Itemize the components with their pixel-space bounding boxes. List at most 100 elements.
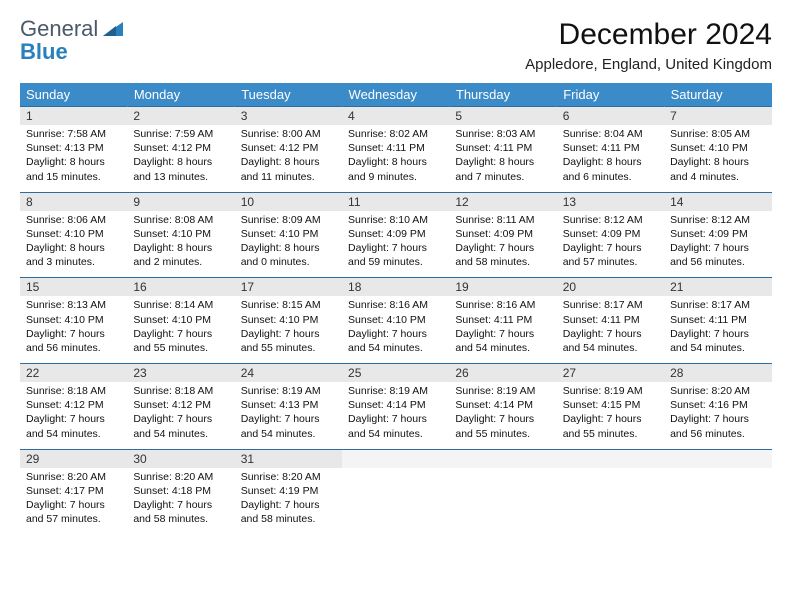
sunset-text: Sunset: 4:19 PM (241, 484, 336, 498)
day-detail-cell: Sunrise: 8:00 AMSunset: 4:12 PMDaylight:… (235, 125, 342, 192)
day-detail-cell: Sunrise: 8:12 AMSunset: 4:09 PMDaylight:… (557, 211, 664, 278)
sunset-text: Sunset: 4:10 PM (348, 313, 443, 327)
brand-word-2: Blue (20, 39, 68, 64)
day-detail-cell: Sunrise: 8:10 AMSunset: 4:09 PMDaylight:… (342, 211, 449, 278)
sunrise-text: Sunrise: 8:09 AM (241, 213, 336, 227)
daylight-text-1: Daylight: 7 hours (241, 327, 336, 341)
brand-logo: General Blue (20, 18, 123, 64)
day-detail-cell: Sunrise: 8:12 AMSunset: 4:09 PMDaylight:… (664, 211, 771, 278)
brand-word-1: General (20, 16, 98, 41)
day-number-cell: 25 (342, 364, 449, 383)
day-number-cell: 22 (20, 364, 127, 383)
daylight-text-2: and 56 minutes. (670, 255, 765, 269)
daylight-text-2: and 11 minutes. (241, 170, 336, 184)
day-number-cell: 31 (235, 449, 342, 468)
sunrise-text: Sunrise: 8:00 AM (241, 127, 336, 141)
daylight-text-2: and 2 minutes. (133, 255, 228, 269)
weekday-header: Friday (557, 83, 664, 107)
day-detail-row: Sunrise: 8:20 AMSunset: 4:17 PMDaylight:… (20, 468, 772, 535)
day-detail-cell: Sunrise: 8:17 AMSunset: 4:11 PMDaylight:… (557, 296, 664, 363)
daylight-text-1: Daylight: 7 hours (241, 412, 336, 426)
calendar-table: SundayMondayTuesdayWednesdayThursdayFrid… (20, 83, 772, 534)
daylight-text-2: and 54 minutes. (563, 341, 658, 355)
daylight-text-1: Daylight: 8 hours (133, 155, 228, 169)
sunrise-text: Sunrise: 8:13 AM (26, 298, 121, 312)
daylight-text-1: Daylight: 8 hours (670, 155, 765, 169)
day-number-cell: 1 (20, 107, 127, 126)
day-detail-row: Sunrise: 8:06 AMSunset: 4:10 PMDaylight:… (20, 211, 772, 278)
day-detail-cell: Sunrise: 8:19 AMSunset: 4:13 PMDaylight:… (235, 382, 342, 449)
day-number-row: 22232425262728 (20, 364, 772, 383)
day-number-cell: 27 (557, 364, 664, 383)
calendar-body: 1234567Sunrise: 7:58 AMSunset: 4:13 PMDa… (20, 107, 772, 535)
sunrise-text: Sunrise: 8:04 AM (563, 127, 658, 141)
day-detail-cell: Sunrise: 8:17 AMSunset: 4:11 PMDaylight:… (664, 296, 771, 363)
sunrise-text: Sunrise: 8:17 AM (670, 298, 765, 312)
daylight-text-2: and 55 minutes. (455, 427, 550, 441)
sunset-text: Sunset: 4:09 PM (455, 227, 550, 241)
sunrise-text: Sunrise: 8:20 AM (26, 470, 121, 484)
day-number-cell (557, 449, 664, 468)
day-number-row: 293031 (20, 449, 772, 468)
daylight-text-1: Daylight: 7 hours (348, 241, 443, 255)
sunset-text: Sunset: 4:15 PM (563, 398, 658, 412)
sunset-text: Sunset: 4:13 PM (241, 398, 336, 412)
sunset-text: Sunset: 4:12 PM (133, 141, 228, 155)
weekday-header: Tuesday (235, 83, 342, 107)
day-detail-cell: Sunrise: 8:13 AMSunset: 4:10 PMDaylight:… (20, 296, 127, 363)
day-number-cell: 24 (235, 364, 342, 383)
daylight-text-2: and 56 minutes. (26, 341, 121, 355)
daylight-text-2: and 54 minutes. (455, 341, 550, 355)
location-text: Appledore, England, United Kingdom (525, 56, 772, 73)
weekday-header: Monday (127, 83, 234, 107)
month-title: December 2024 (525, 18, 772, 52)
day-number-cell: 7 (664, 107, 771, 126)
day-number-cell: 20 (557, 278, 664, 297)
sunrise-text: Sunrise: 8:11 AM (455, 213, 550, 227)
daylight-text-1: Daylight: 7 hours (348, 327, 443, 341)
sunset-text: Sunset: 4:11 PM (455, 141, 550, 155)
sunset-text: Sunset: 4:09 PM (670, 227, 765, 241)
sunset-text: Sunset: 4:10 PM (670, 141, 765, 155)
daylight-text-1: Daylight: 7 hours (26, 412, 121, 426)
daylight-text-2: and 55 minutes. (241, 341, 336, 355)
day-number-cell: 14 (664, 192, 771, 211)
day-number-cell: 29 (20, 449, 127, 468)
daylight-text-1: Daylight: 7 hours (455, 327, 550, 341)
day-number-cell (449, 449, 556, 468)
sunrise-text: Sunrise: 8:19 AM (241, 384, 336, 398)
daylight-text-1: Daylight: 7 hours (348, 412, 443, 426)
daylight-text-2: and 13 minutes. (133, 170, 228, 184)
day-number-cell: 30 (127, 449, 234, 468)
daylight-text-2: and 9 minutes. (348, 170, 443, 184)
day-number-cell: 23 (127, 364, 234, 383)
sunrise-text: Sunrise: 8:19 AM (455, 384, 550, 398)
sunrise-text: Sunrise: 8:18 AM (133, 384, 228, 398)
day-detail-cell: Sunrise: 8:19 AMSunset: 4:14 PMDaylight:… (449, 382, 556, 449)
sunset-text: Sunset: 4:10 PM (133, 227, 228, 241)
day-detail-cell: Sunrise: 8:04 AMSunset: 4:11 PMDaylight:… (557, 125, 664, 192)
daylight-text-1: Daylight: 7 hours (670, 412, 765, 426)
daylight-text-1: Daylight: 7 hours (133, 327, 228, 341)
daylight-text-2: and 4 minutes. (670, 170, 765, 184)
daylight-text-1: Daylight: 8 hours (348, 155, 443, 169)
day-detail-cell: Sunrise: 8:08 AMSunset: 4:10 PMDaylight:… (127, 211, 234, 278)
day-number-cell: 3 (235, 107, 342, 126)
daylight-text-1: Daylight: 8 hours (26, 241, 121, 255)
daylight-text-2: and 55 minutes. (563, 427, 658, 441)
day-detail-cell: Sunrise: 8:03 AMSunset: 4:11 PMDaylight:… (449, 125, 556, 192)
daylight-text-2: and 3 minutes. (26, 255, 121, 269)
sunrise-text: Sunrise: 8:05 AM (670, 127, 765, 141)
day-detail-cell: Sunrise: 8:15 AMSunset: 4:10 PMDaylight:… (235, 296, 342, 363)
day-number-row: 1234567 (20, 107, 772, 126)
daylight-text-1: Daylight: 7 hours (26, 327, 121, 341)
day-detail-cell: Sunrise: 8:11 AMSunset: 4:09 PMDaylight:… (449, 211, 556, 278)
sunrise-text: Sunrise: 8:20 AM (670, 384, 765, 398)
day-detail-cell (342, 468, 449, 535)
day-number-cell: 28 (664, 364, 771, 383)
day-number-cell: 21 (664, 278, 771, 297)
day-number-cell: 26 (449, 364, 556, 383)
sunset-text: Sunset: 4:09 PM (348, 227, 443, 241)
day-detail-cell: Sunrise: 7:58 AMSunset: 4:13 PMDaylight:… (20, 125, 127, 192)
day-detail-row: Sunrise: 8:18 AMSunset: 4:12 PMDaylight:… (20, 382, 772, 449)
